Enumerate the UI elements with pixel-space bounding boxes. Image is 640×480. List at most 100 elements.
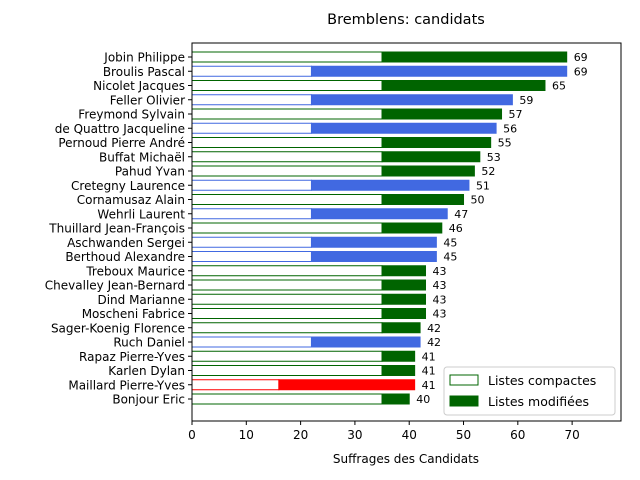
x-tick-label-0: 0 (188, 428, 196, 442)
bar-compact-3 (191, 94, 312, 106)
value-label-24: 40 (416, 393, 430, 406)
bar-modified-18 (381, 308, 427, 319)
bar-compact-4 (191, 108, 383, 120)
bar-modified-2 (381, 80, 546, 91)
bar-compact-8 (191, 165, 383, 177)
legend-label-1: Listes modifiées (488, 394, 589, 409)
candidate-label-18: Moscheni Fabrice (82, 307, 185, 321)
bar-modified-20 (310, 336, 421, 348)
legend: Listes compactes Listes modifiées (443, 366, 616, 416)
value-label-14: 45 (443, 251, 457, 264)
candidate-label-3: Feller Olivier (110, 93, 185, 107)
bar-modified-10 (381, 194, 465, 205)
candidate-label-2: Nicolet Jacques (93, 79, 185, 93)
value-label-4: 57 (509, 108, 523, 121)
labels-layer: Jobin Philippe 69 Broulis Pascal 69 Nicolet … (45, 51, 588, 407)
bar-compact-16 (191, 279, 383, 291)
value-label-16: 43 (433, 279, 447, 292)
value-label-0: 69 (574, 51, 588, 64)
value-label-3: 59 (519, 94, 533, 107)
legend-swatch-0 (449, 374, 479, 386)
bar-modified-24 (381, 393, 410, 405)
bar-compact-6 (191, 137, 383, 148)
bar-modified-19 (381, 322, 421, 334)
bar-compact-20 (191, 336, 312, 348)
bar-compact-12 (191, 222, 383, 234)
candidate-label-7: Buffat Michaël (99, 150, 185, 164)
x-tick-label-7: 70 (564, 428, 579, 442)
bar-modified-22 (381, 365, 416, 376)
bar-modified-9 (310, 179, 470, 191)
bar-modified-4 (381, 108, 503, 120)
bar-compact-9 (191, 179, 312, 191)
candidate-label-22: Karlen Dylan (108, 364, 185, 378)
x-tick-label-3: 30 (347, 428, 362, 442)
candidate-label-1: Broulis Pascal (103, 65, 185, 79)
candidate-label-23: Maillard Pierre-Yves (68, 378, 185, 392)
value-label-19: 42 (427, 322, 441, 335)
value-label-23: 41 (422, 379, 436, 392)
bar-modified-17 (381, 293, 427, 305)
bar-compact-24 (191, 393, 383, 405)
value-label-12: 46 (449, 222, 463, 235)
candidate-label-6: Pernoud Pierre André (58, 136, 185, 150)
value-label-15: 43 (433, 265, 447, 278)
bars-layer (191, 51, 568, 405)
bar-compact-15 (191, 265, 383, 277)
bar-compact-21 (191, 350, 383, 362)
value-label-13: 45 (443, 236, 457, 249)
candidate-label-11: Wehrli Laurent (97, 207, 185, 221)
bar-compact-5 (191, 122, 312, 134)
candidate-label-5: de Quattro Jacqueline (55, 122, 185, 136)
value-label-1: 69 (574, 65, 588, 78)
candidate-label-10: Cornamusaz Alain (77, 193, 185, 207)
bar-compact-13 (191, 236, 312, 248)
candidate-label-21: Rapaz Pierre-Yves (79, 350, 185, 364)
bar-modified-0 (381, 51, 568, 63)
bar-compact-0 (191, 51, 383, 63)
candidate-label-12: Thuillard Jean-François (48, 222, 185, 236)
value-label-7: 53 (487, 151, 501, 164)
bar-modified-21 (381, 350, 416, 362)
bar-modified-11 (310, 208, 448, 220)
legend-label-0: Listes compactes (488, 373, 596, 388)
legend-box (443, 366, 616, 416)
bar-compact-23 (191, 379, 280, 391)
bar-compact-22 (191, 365, 383, 376)
value-label-9: 51 (476, 179, 490, 192)
value-label-10: 50 (471, 194, 485, 207)
legend-swatch-1 (449, 395, 479, 407)
value-label-17: 43 (433, 293, 447, 306)
value-label-22: 41 (422, 365, 436, 378)
value-label-6: 55 (498, 137, 512, 150)
bar-compact-14 (191, 251, 312, 262)
candidate-label-16: Chevalley Jean-Bernard (45, 279, 185, 293)
x-axis-title: Suffrages des Candidats (333, 452, 479, 466)
candidate-label-13: Aschwanden Sergei (67, 236, 185, 250)
candidate-label-20: Ruch Daniel (113, 336, 185, 350)
candidate-label-17: Dind Marianne (97, 293, 185, 307)
candidate-label-4: Freymond Sylvain (78, 108, 185, 122)
x-tick-label-5: 50 (456, 428, 471, 442)
bar-modified-3 (310, 94, 513, 106)
bar-compact-10 (191, 194, 383, 205)
bar-modified-5 (310, 122, 497, 134)
bar-compact-2 (191, 80, 383, 91)
bar-modified-14 (310, 251, 437, 262)
x-axis: 0 10 20 30 40 50 60 70 (188, 421, 580, 442)
bar-compact-17 (191, 293, 383, 305)
candidate-label-24: Bonjour Eric (112, 393, 185, 407)
candidate-label-15: Treboux Maurice (85, 264, 185, 278)
bar-modified-1 (310, 65, 568, 77)
value-label-21: 41 (422, 350, 436, 363)
bar-modified-8 (381, 165, 475, 177)
value-label-2: 65 (552, 80, 566, 93)
bar-compact-19 (191, 322, 383, 334)
x-tick-label-2: 20 (293, 428, 308, 442)
candidate-label-8: Pahud Yvan (115, 165, 185, 179)
value-label-8: 52 (481, 165, 495, 178)
candidate-label-9: Cretegny Laurence (71, 179, 185, 193)
bar-modified-12 (381, 222, 443, 234)
bar-compact-7 (191, 151, 383, 163)
